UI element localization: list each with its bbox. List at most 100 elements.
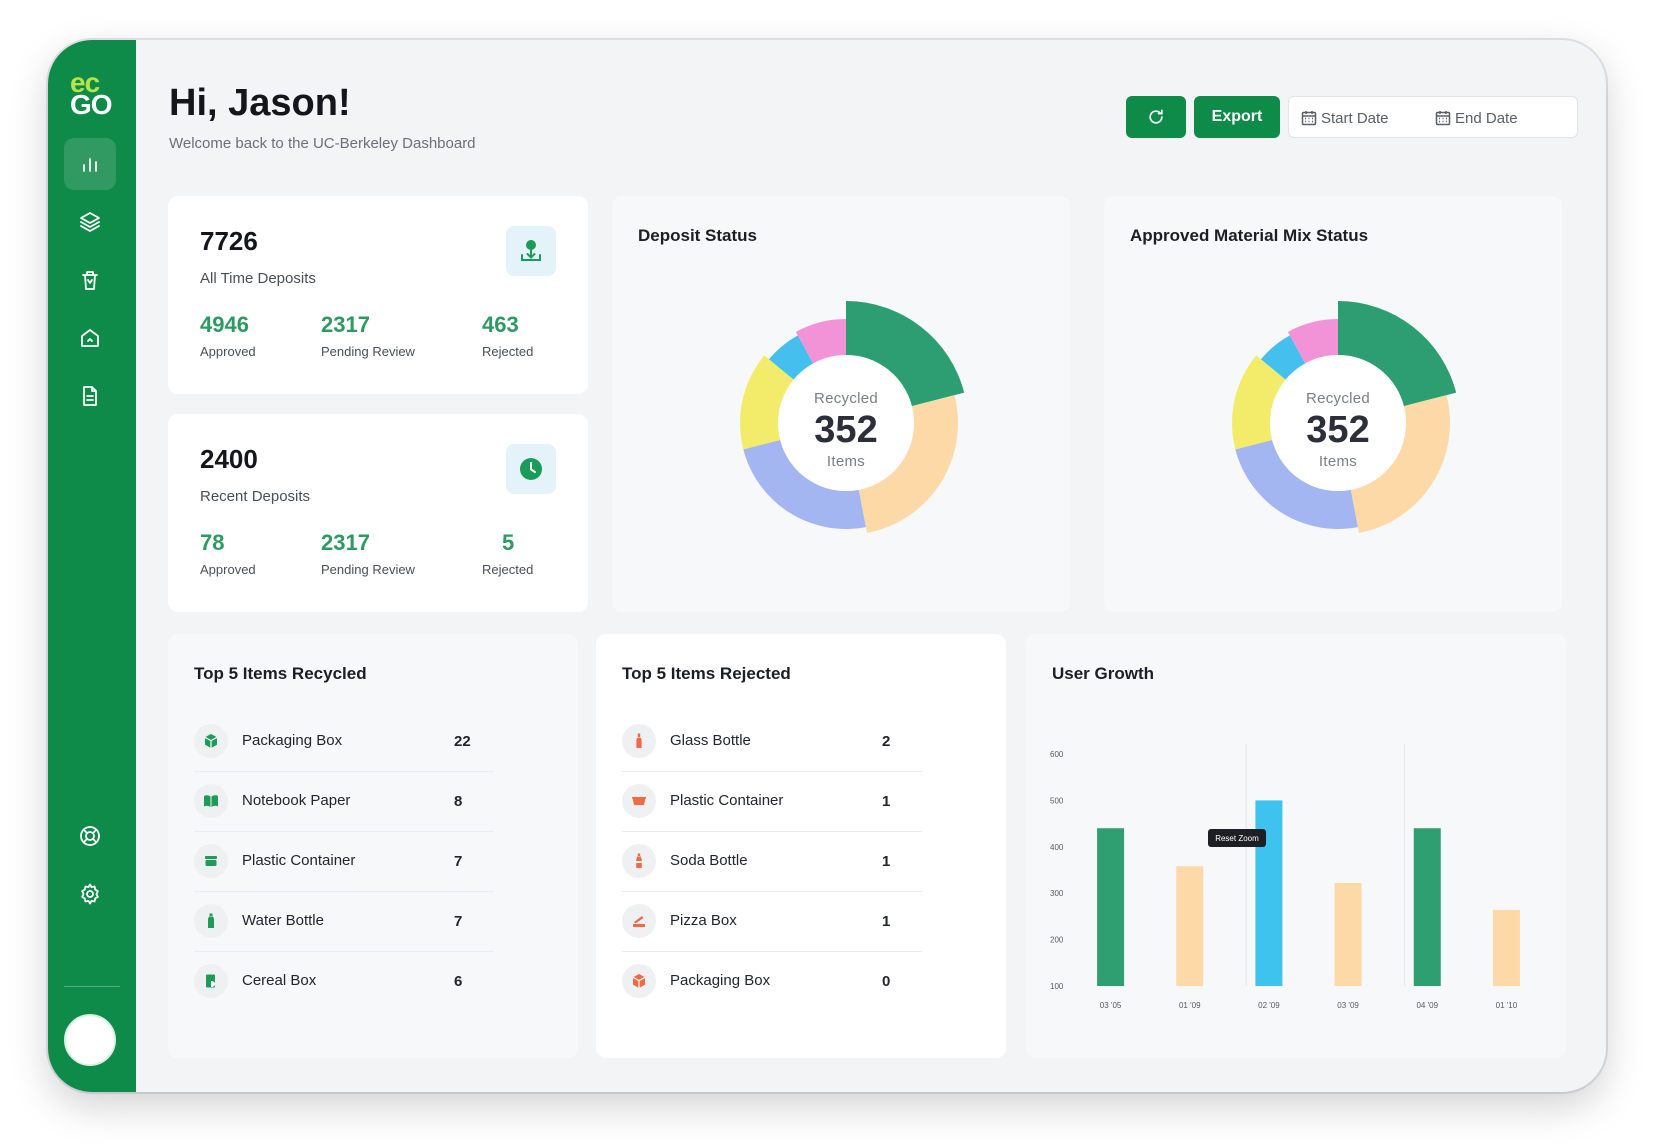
item-count: 1 [882,793,891,810]
home-icon [81,329,99,347]
material-mix-donut[interactable] [1213,298,1463,548]
list-item[interactable]: Plastic Container 1 [622,772,922,832]
donut-slice[interactable] [743,439,866,529]
item-count: 8 [454,793,463,810]
clock-icon [506,444,556,494]
donut-slice[interactable] [740,355,794,450]
list-item[interactable]: Glass Bottle 2 [622,712,922,772]
all-time-deposits-card: 7726 All Time Deposits 4946 Approved 231… [168,196,588,394]
item-count: 22 [454,733,471,750]
x-tick-label: 04 '09 [1416,1001,1438,1010]
all-time-pending-label: Pending Review [321,344,415,359]
sidebar-divider [64,986,120,987]
brand-logo[interactable]: ec GO [70,67,116,120]
reset-zoom-tooltip[interactable]: Reset Zoom [1208,829,1266,847]
list-item[interactable]: Water Bottle 7 [194,892,494,952]
sidebar-item-help[interactable] [64,810,116,862]
donut-slice[interactable] [1287,319,1338,364]
item-count: 7 [454,853,463,870]
item-count: 1 [882,853,891,870]
list-item[interactable]: Notebook Paper 8 [194,772,494,832]
main-content: Hi, Jason! Welcome back to the UC-Berkel… [136,40,1606,1092]
top-recycled-title: Top 5 Items Recycled [194,664,367,683]
sidebar-item-layers[interactable] [64,196,116,248]
avatar[interactable] [64,1014,116,1066]
list-item[interactable]: Packaging Box 0 [622,952,922,1012]
deposit-status-title: Deposit Status [638,226,758,245]
all-time-rejected-label: Rejected [482,344,534,359]
soda-bottle-icon [622,844,656,878]
donut-slice[interactable] [858,395,958,534]
bar[interactable] [1334,882,1362,986]
list-item[interactable]: Soda Bottle 1 [622,832,922,892]
tooltip-label: Reset Zoom [1215,834,1259,843]
donut-slice[interactable] [846,301,965,407]
item-name: Cereal Box [242,972,317,989]
refresh-button[interactable] [1126,96,1186,138]
list-item[interactable]: Cereal Box 6 [194,952,494,1012]
page-title: Hi, Jason! [169,82,351,124]
recent-deposits-card: 2400 Recent Deposits 78 Approved 2317 Pe… [168,414,588,612]
x-tick-label: 02 '09 [1258,1001,1280,1010]
y-tick-label: 300 [1050,889,1064,898]
sidebar-item-bin[interactable] [64,254,116,306]
item-name: Plastic Container [670,792,784,809]
x-tick-label: 03 '05 [1100,1001,1122,1010]
recent-rejected: 5 [502,530,515,555]
end-date-label: End Date [1455,109,1518,127]
item-name: Soda Bottle [670,852,748,869]
notebook-icon [194,784,228,818]
material-mix-title: Approved Material Mix Status [1130,226,1369,245]
top-rejected-title: Top 5 Items Rejected [622,664,791,683]
sidebar-item-dashboard[interactable] [64,138,116,190]
x-tick-label: 01 '09 [1179,1001,1201,1010]
gear-icon [81,883,99,905]
user-growth-card: User Growth 600 500 400 300 200 100 03 '05 01 '… [1026,634,1566,1058]
glass-bottle-icon [622,724,656,758]
item-name: Water Bottle [242,912,324,929]
sidebar-item-reports[interactable] [64,370,116,422]
bar[interactable] [1492,909,1520,986]
user-growth-chart[interactable]: 600 500 400 300 200 100 03 '05 01 '09 02 '09 03 '… [1026,634,1566,1058]
sidebar-item-home[interactable] [64,312,116,364]
user-growth-title: User Growth [1052,664,1155,683]
x-tick-label: 03 '09 [1337,1001,1359,1010]
item-name: Packaging Box [670,972,771,989]
container-icon [622,784,656,818]
recent-rejected-label: Rejected [482,562,534,577]
donut-slice[interactable] [1350,395,1450,534]
recent-pending: 2317 [321,530,370,555]
deposit-status-donut[interactable] [721,298,971,548]
sidebar-item-settings[interactable] [64,868,116,920]
deposit-status-card: Deposit Status Recycled 352 Items [612,196,1070,612]
donut-hole [1270,355,1406,491]
recent-label: Recent Deposits [200,488,311,505]
sidebar: ec GO [48,40,136,1092]
item-name: Glass Bottle [670,732,751,749]
bar[interactable] [1255,800,1283,986]
donut-slice[interactable] [768,335,814,380]
list-item[interactable]: Packaging Box 22 [194,712,494,772]
donut-slice[interactable] [1235,439,1358,529]
start-date-field[interactable]: Start Date [1301,97,1389,139]
item-count: 2 [882,733,891,750]
bar[interactable] [1097,828,1125,986]
end-date-field[interactable]: End Date [1435,97,1518,139]
y-tick-label: 600 [1050,750,1064,759]
donut-slice[interactable] [1232,355,1286,450]
export-button[interactable]: Export [1194,96,1280,138]
donut-slice[interactable] [1338,301,1457,407]
logo-line-2: GO [70,89,113,120]
bar[interactable] [1413,828,1441,986]
calendar-icon [1435,111,1451,126]
donut-slice[interactable] [1260,335,1306,380]
top-recycled-card: Top 5 Items Recycled Packaging Box 22 No… [168,634,578,1058]
pizza-box-icon [622,904,656,938]
deposit-download-icon [506,226,556,276]
recent-total: 2400 [200,444,258,474]
logo-line-1: ec [70,67,100,98]
list-item[interactable]: Pizza Box 1 [622,892,922,952]
list-item[interactable]: Plastic Container 7 [194,832,494,892]
donut-slice[interactable] [795,319,846,364]
bar[interactable] [1176,866,1204,986]
